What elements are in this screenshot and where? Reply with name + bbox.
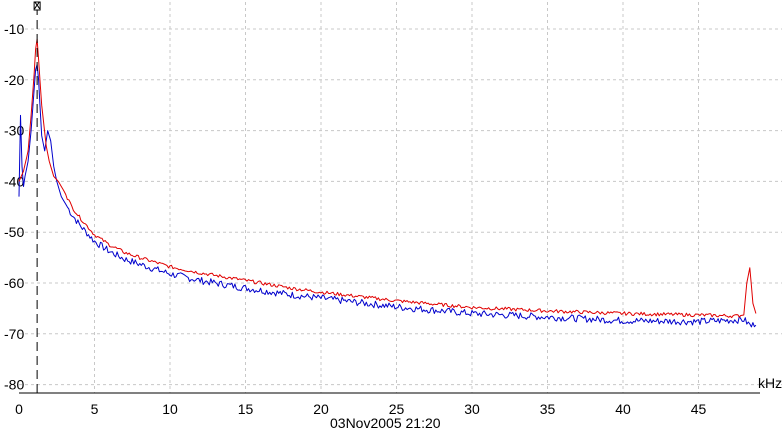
x-tick-label: 5: [91, 401, 99, 417]
x-tick-label: 35: [540, 401, 556, 417]
y-tick-label: -90: [4, 427, 24, 429]
marker-handle[interactable]: [33, 1, 41, 11]
grid: [19, 2, 782, 393]
series-line-blue: [18, 64, 757, 328]
y-tick-label: -10: [4, 21, 24, 37]
x-tick-label: 30: [464, 401, 480, 417]
y-tick-label: -60: [4, 275, 24, 291]
y-tick-label: -30: [4, 123, 24, 139]
x-tick-label: 15: [238, 401, 254, 417]
x-tick-label: 40: [615, 401, 631, 417]
y-tick-label: -80: [4, 377, 24, 393]
y-tick-label: -20: [4, 72, 24, 88]
series-layer: [18, 38, 757, 328]
x-tick-label: 45: [691, 401, 707, 417]
x-tick-label: 25: [389, 401, 405, 417]
y-axis-labels: -10-20-30-40-50-60-70-80-90: [4, 21, 24, 429]
x-tick-label: 0: [15, 401, 23, 417]
frequency-marker[interactable]: x: [33, 0, 41, 393]
timestamp: 03Nov2005 21:20: [330, 415, 441, 429]
y-tick-label: -70: [4, 326, 24, 342]
x-tick-label: 20: [313, 401, 329, 417]
series-line-red: [18, 38, 757, 319]
x-tick-label: 10: [162, 401, 178, 417]
y-tick-label: -50: [4, 224, 24, 240]
x-unit-label: kHz: [758, 375, 782, 391]
marker-label: x: [34, 0, 41, 12]
x-axis-labels: 0 5 10 15 20 25 30 35 40 45: [15, 401, 706, 417]
